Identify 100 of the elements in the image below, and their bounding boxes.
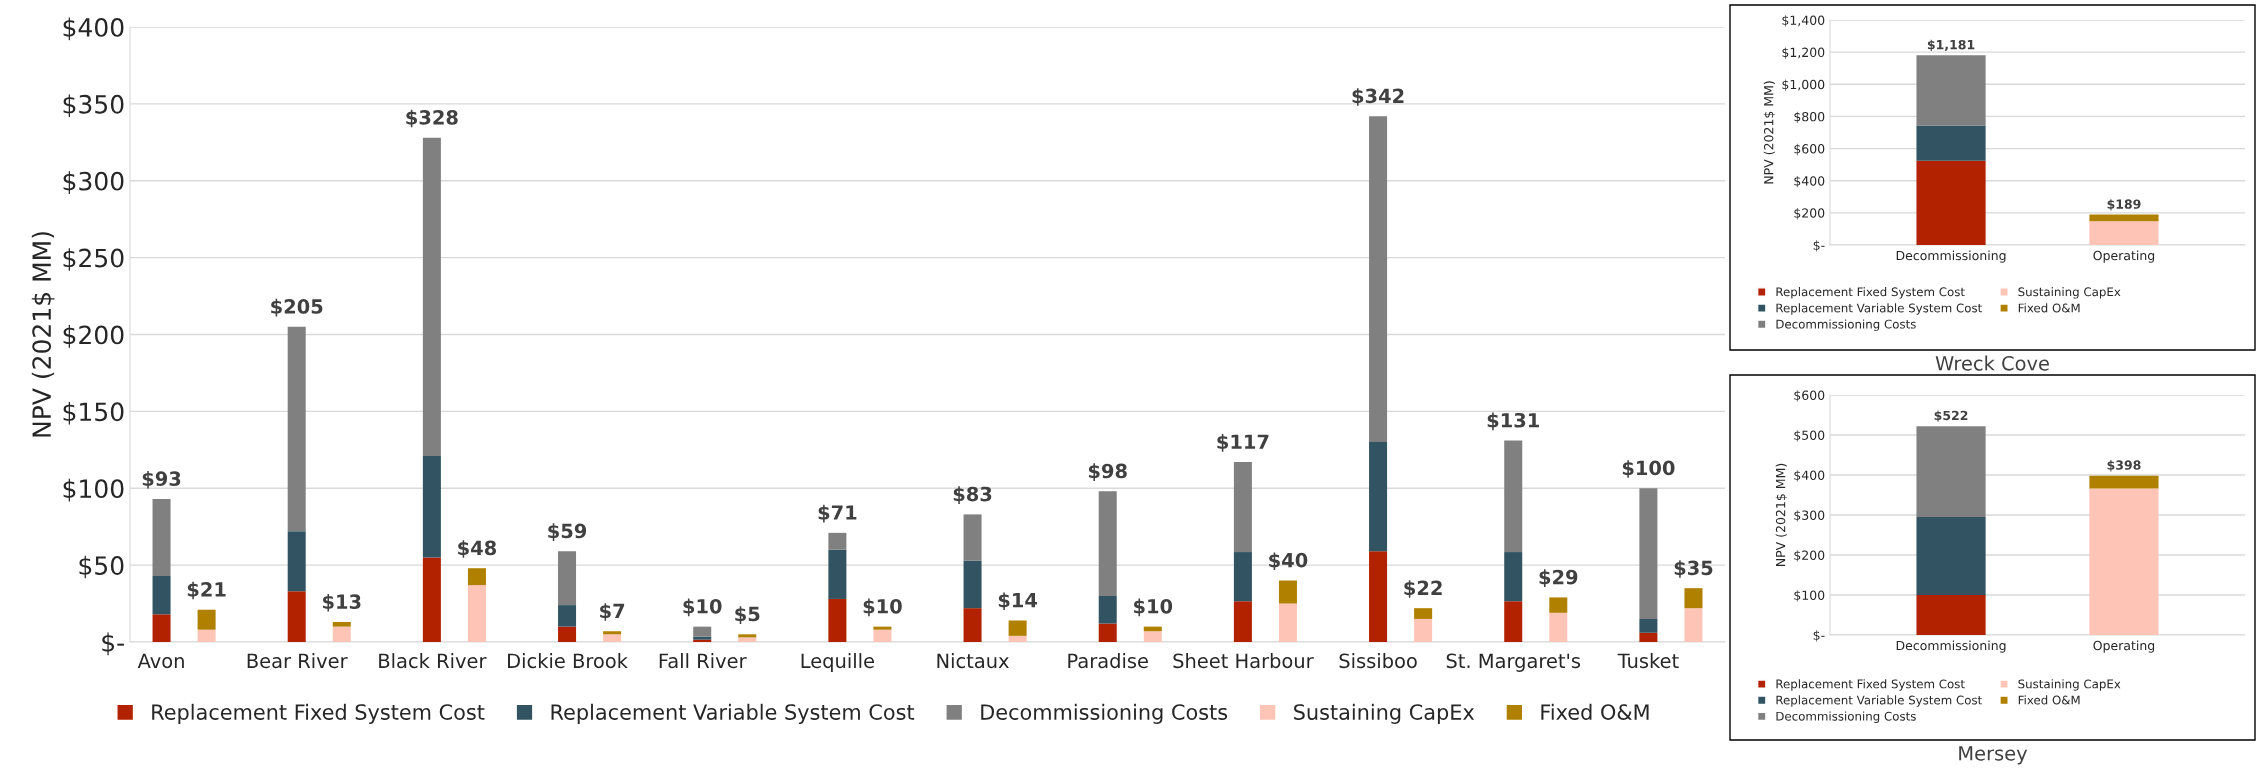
bar (963, 560, 982, 609)
bar (558, 551, 577, 606)
total-label: $131 (1487, 412, 1539, 431)
bar (738, 634, 757, 638)
y-tick-label: $300 (63, 171, 124, 194)
bar (558, 605, 577, 627)
bar (422, 557, 441, 642)
bar (1504, 601, 1523, 642)
legend-label: Replacement Variable System Cost (1776, 303, 1982, 315)
bar (1369, 442, 1388, 552)
bar (603, 634, 622, 642)
bar (738, 637, 757, 642)
bar (332, 626, 351, 642)
total-label: $1,181 (1927, 39, 1975, 52)
total-label: $398 (2107, 460, 2141, 472)
y-tick-label: $- (1813, 630, 1825, 642)
total-label: $93 (142, 470, 181, 489)
y-tick-label: $600 (1794, 390, 1825, 402)
y-tick-label: $200 (1794, 208, 1825, 220)
bar (1098, 623, 1117, 642)
y-tick-label: $600 (1794, 143, 1825, 156)
y-axis-title: NPV (2021$ MM) (1775, 463, 1788, 567)
y-tick-label: $400 (1794, 175, 1825, 188)
bar (1369, 116, 1388, 443)
y-tick-label: $400 (63, 17, 124, 41)
total-label: $342 (1352, 88, 1404, 106)
x-tick-label: Bear River (247, 653, 348, 669)
bar (1639, 488, 1658, 619)
bar (1504, 552, 1523, 602)
total-label: $98 (1088, 463, 1127, 481)
bar (603, 631, 622, 635)
y-tick-label: $1,000 (1782, 79, 1825, 91)
bar (152, 575, 171, 615)
x-tick-label: Operating (2093, 250, 2155, 263)
bar (467, 568, 486, 586)
total-label: $189 (2107, 199, 2141, 211)
x-tick-label: Fall River (659, 653, 747, 669)
total-label: $328 (406, 109, 458, 128)
x-tick-label: Lequille (801, 653, 874, 672)
bar (1233, 601, 1252, 642)
bar (1008, 635, 1027, 642)
y-tick-label: $- (102, 632, 124, 656)
bar (287, 531, 306, 592)
x-tick-label: Nictaux (937, 653, 1009, 669)
legend-label: Sustaining CapEx (2018, 679, 2121, 691)
y-tick-label: $250 (63, 248, 124, 271)
legend-label: Fixed O&M (1541, 703, 1649, 720)
bar (963, 608, 982, 642)
bar (1414, 618, 1433, 642)
bar (287, 591, 306, 642)
bar (1549, 597, 1568, 613)
y-tick-label: $150 (63, 401, 124, 425)
legend-label: Fixed O&M (2018, 303, 2080, 313)
total-label: $117 (1217, 434, 1269, 452)
y-tick-label: $300 (1794, 510, 1825, 522)
y-tick-label: $350 (63, 94, 124, 118)
bar (1008, 620, 1027, 636)
bar (422, 455, 441, 558)
x-tick-label: Operating (2093, 640, 2155, 653)
bar (287, 326, 306, 532)
bar (1549, 612, 1568, 642)
bar (1369, 551, 1388, 642)
total-label: $14 (998, 592, 1038, 611)
total-label: $21 (187, 581, 226, 600)
bar (828, 532, 847, 550)
y-axis-title: NPV (2021$ MM) (1763, 81, 1776, 184)
bar (1414, 608, 1433, 619)
bar (558, 626, 577, 642)
total-label: $5 (735, 606, 760, 624)
legend-label: Replacement Fixed System Cost (1776, 679, 1965, 691)
total-label: $59 (548, 523, 587, 541)
total-label: $10 (683, 598, 722, 617)
bar (1639, 618, 1658, 633)
bar (197, 629, 216, 642)
bar (1278, 580, 1297, 604)
legend-label: Replacement Variable System Cost (1776, 695, 1982, 707)
total-label: $22 (1404, 580, 1442, 598)
y-tick-label: $400 (1794, 470, 1825, 482)
bar (1504, 440, 1523, 553)
y-tick-label: $50 (79, 555, 124, 579)
bar (332, 622, 351, 627)
y-tick-label: $1,400 (1782, 15, 1825, 27)
bar (1233, 462, 1252, 553)
bar (467, 585, 486, 642)
total-label: $10 (1134, 598, 1173, 617)
bar (828, 598, 847, 642)
x-tick-label: Tusket (1617, 653, 1679, 669)
x-tick-label: Black River (379, 653, 487, 669)
bar (1143, 631, 1162, 642)
y-tick-label: $800 (1794, 111, 1825, 124)
legend-label: Replacement Fixed System Cost (152, 703, 485, 724)
y-tick-label: $1,200 (1782, 47, 1825, 59)
x-tick-label: Dickie Brook (508, 653, 628, 669)
legend-label: Replacement Variable System Cost (551, 703, 915, 724)
y-axis-title: NPV (2021$ MM) (31, 232, 55, 437)
bar (152, 499, 171, 576)
total-label: $10 (863, 598, 902, 617)
legend-label: Sustaining CapEx (1294, 703, 1475, 724)
bar (873, 626, 892, 630)
bar (1684, 608, 1703, 642)
